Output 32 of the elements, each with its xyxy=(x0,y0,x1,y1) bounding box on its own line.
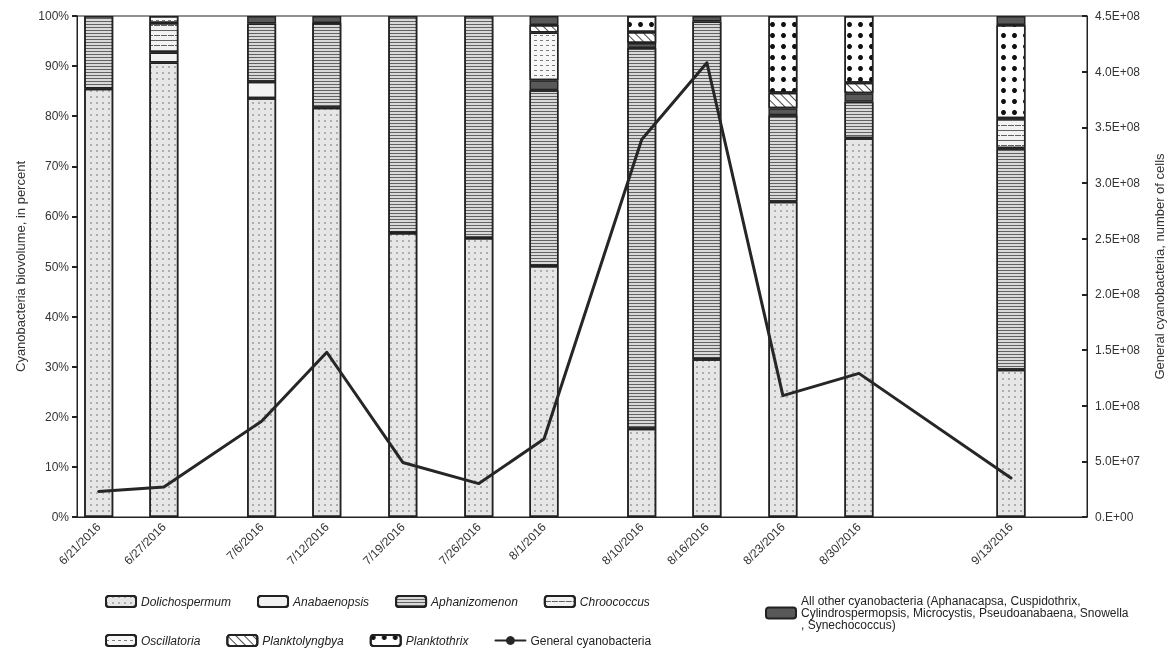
y-tick-label: 50% xyxy=(44,259,70,274)
legend-label: Planktothrix xyxy=(405,633,470,648)
y2-tick-label: 4.5E+08 xyxy=(1095,9,1141,23)
y2-tick-label: 4.0E+08 xyxy=(1095,64,1141,79)
y-tick-label: 60% xyxy=(44,209,70,224)
y2-tick-label: 2.5E+08 xyxy=(1095,231,1141,246)
legend-label: Dolichospermum xyxy=(141,594,232,609)
y-tick-label: 20% xyxy=(44,409,70,424)
legend-label: General cyanobacteria xyxy=(530,633,652,648)
y2-tick-label: 5.0E+07 xyxy=(1095,454,1141,469)
y2-axis-title: General cyanobacteria, number of cells xyxy=(1152,152,1167,380)
y-tick-label: 30% xyxy=(44,359,70,374)
y2-tick-label: 2.0E+08 xyxy=(1095,287,1141,302)
y2-tick-label: 3.0E+08 xyxy=(1095,176,1141,190)
legend-label: Planktolyngbya xyxy=(262,633,345,648)
y2-tick-label: 1.0E+08 xyxy=(1095,398,1141,413)
y-tick-label: 40% xyxy=(44,309,70,324)
y2-tick-label: 1.5E+08 xyxy=(1095,343,1141,357)
y2-tick-label: 3.5E+08 xyxy=(1095,120,1141,135)
legend-label: Chroococcus xyxy=(579,594,650,609)
legend-label: Anabaenopsis xyxy=(292,594,370,609)
y-tick-label: 0% xyxy=(51,510,70,524)
legend-label: Aphanizomenon xyxy=(430,594,519,609)
y-axis-title: Cyanobacteria biovolume, in percent xyxy=(13,160,29,373)
y-tick-label: 90% xyxy=(44,59,70,74)
y-tick-label: 100% xyxy=(38,9,70,23)
legend-label: Oscillatoria xyxy=(141,633,201,648)
y-tick-label: 70% xyxy=(44,159,70,174)
legend-label: All other cyanobacteria (Aphanacapsa, Cuspidothrix, Cylindrospermopsis, Microcystis, Pseudoanabaena, Snowella, Synechococcus) xyxy=(801,594,1129,632)
y-tick-label: 10% xyxy=(44,459,70,474)
y2-tick-label: 0.E+00 xyxy=(1095,510,1134,524)
y-tick-label: 80% xyxy=(44,109,70,124)
